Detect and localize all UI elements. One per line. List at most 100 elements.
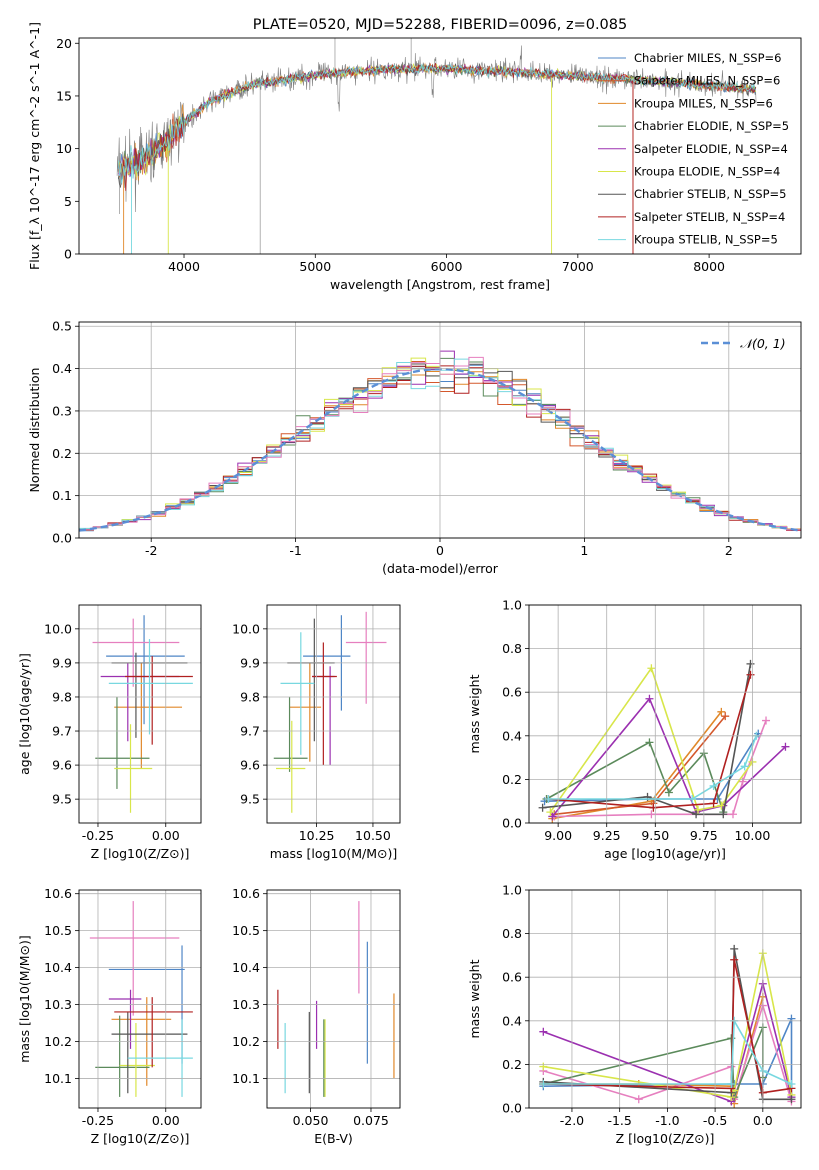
y-tick-label: 9.9: [240, 655, 260, 670]
weight-point: [709, 799, 718, 808]
axes-residuals: -2 -1 0 1 2 0.0 0.1 0.2 0.3 0.4 0.5 (data-model)/er…: [27, 319, 802, 576]
x-tick-label: 9.00: [544, 828, 572, 843]
y-tick-label: 0.6: [502, 685, 522, 700]
x-tick-label: -1.5: [607, 1113, 631, 1128]
y-tick-label: 15: [56, 88, 72, 103]
legend-entry: Kroupa ELODIE, N_SSP=4: [634, 165, 780, 179]
weight-point: [647, 664, 656, 673]
x-axis-label: Z [log10(Z/Z⊙)]: [616, 1131, 715, 1146]
legend-entry: 𝒩(0, 1): [740, 336, 786, 351]
axes-frame: [266, 604, 401, 824]
x-axis-label: mass [log10(M/M⊙)]: [270, 846, 398, 861]
x-tick-label: 9.75: [690, 828, 718, 843]
axes-spectrum: 4000 5000 6000 7000 8000 0 5 10 15 20 wavelength […: [27, 17, 802, 292]
axes-frame: [78, 604, 202, 824]
weight-point: [539, 1027, 548, 1036]
weight-point: [717, 707, 726, 716]
x-axis-label: (data-model)/error: [382, 561, 499, 576]
y-tick-label: 10.4: [232, 960, 260, 975]
y-tick-label: 10.0: [232, 621, 260, 636]
weight-point: [740, 762, 749, 771]
y-tick-label: 10.4: [44, 960, 72, 975]
weight-point: [645, 694, 654, 703]
weight-point: [647, 810, 656, 819]
weight-point: [787, 1014, 796, 1023]
weight-point: [539, 1080, 548, 1089]
y-tick-label: 9.6: [52, 758, 72, 773]
y-tick-label: 9.8: [52, 689, 72, 704]
axes-frame: [528, 604, 802, 824]
weight-point: [730, 944, 739, 953]
x-tick-label: 0.075: [353, 1113, 389, 1128]
y-tick-label: 0.8: [502, 926, 522, 941]
plot-area-spectrum: [116, 38, 757, 254]
axes-age-vs-Z: -0.25 0.00 9.5 9.6 9.7 9.8 9.9 10.0 Z [log10(Z/Z…: [17, 604, 202, 861]
x-tick-label: 2: [725, 543, 733, 558]
weight-point: [538, 803, 547, 812]
y-tick-label: 9.5: [240, 792, 260, 807]
y-axis-label: Flux [f_λ 10^-17 erg cm^-2 s^-1 A^-1]: [27, 22, 42, 270]
weight-series-line: [544, 733, 759, 802]
y-axis-label: mass weight: [467, 674, 482, 753]
chart-title: PLATE=0520, MJD=52288, FIBERID=0096, z=0…: [253, 17, 627, 33]
legend-entry: Salpeter ELODIE, N_SSP=4: [634, 142, 788, 156]
x-tick-label: 5000: [299, 259, 331, 274]
legend-entry: Chabrier ELODIE, N_SSP=5: [634, 119, 789, 133]
x-axis-label: age [log10(age/yr)]: [604, 846, 726, 861]
weight-point: [787, 1095, 796, 1104]
weight-point: [721, 712, 730, 721]
weight-point: [692, 810, 701, 819]
weight-point: [649, 803, 658, 812]
x-tick-label: 1: [580, 543, 588, 558]
model-spectrum-line: [118, 63, 757, 178]
weight-point: [746, 670, 755, 679]
y-tick-label: 0.0: [502, 816, 522, 831]
axes-frame: [78, 889, 202, 1109]
y-tick-label: 9.7: [52, 724, 72, 739]
legend-entry: Kroupa MILES, N_SSP=6: [634, 96, 773, 110]
x-tick-label: 0: [436, 543, 444, 558]
plot-area-age-vs-mass: [273, 611, 387, 813]
axes-age-vs-mass: 10.25 10.50 9.5 9.6 9.7 9.8 9.9 10.0 mass [log10…: [232, 604, 401, 861]
plot-area-weight-vs-age: [538, 659, 790, 823]
y-tick-label: 0.8: [502, 641, 522, 656]
axes-frame: [78, 37, 802, 255]
y-tick-label: 10: [56, 141, 72, 156]
x-tick-label: -0.25: [82, 828, 114, 843]
axes-mass-vs-Z: -0.25 0.00 10.1 10.2 10.3 10.4 10.5 10.6 Z [log1…: [17, 886, 202, 1146]
axes-mass-vs-EBV: 0.050 0.075 10.1 10.2 10.3 10.4 10.5 10.6 E(B-V): [232, 886, 401, 1146]
weight-point: [746, 659, 755, 668]
y-tick-label: 9.9: [52, 655, 72, 670]
weight-series-line: [548, 735, 758, 800]
axes-frame: [266, 889, 401, 1109]
weight-point: [729, 810, 737, 819]
y-tick-label: 10.2: [44, 1034, 72, 1049]
y-tick-label: 1.0: [502, 598, 522, 613]
x-tick-label: 10.50: [355, 828, 391, 843]
x-axis-label: wavelength [Angstrom, rest frame]: [330, 277, 550, 292]
model-spectrum-line: [118, 63, 757, 184]
x-tick-label: 0.00: [152, 1113, 180, 1128]
y-tick-label: 20: [56, 36, 72, 51]
y-tick-label: 9.6: [240, 758, 260, 773]
legend-entry: Chabrier STELIB, N_SSP=5: [634, 187, 786, 201]
y-tick-label: 0.4: [502, 1013, 522, 1028]
x-tick-label: -0.25: [82, 1113, 114, 1128]
y-tick-label: 10.1: [232, 1071, 260, 1086]
y-tick-label: 0.3: [52, 403, 72, 418]
y-tick-label: 10.0: [44, 621, 72, 636]
y-tick-label: 0.4: [52, 361, 72, 376]
y-tick-label: 10.2: [232, 1034, 260, 1049]
weight-series-line: [542, 663, 752, 816]
legend-entry: Salpeter STELIB, N_SSP=4: [634, 210, 785, 224]
axes-weight-vs-Z: -2.0 -1.5 -1.0 -0.5 0.0 0.0 0.2 0.4 0.6 0.8 1.0 Z […: [467, 883, 802, 1146]
plot-area-mass-vs-EBV: [277, 901, 395, 1097]
y-tick-label: 10.6: [44, 886, 72, 901]
x-tick-label: 9.50: [641, 828, 669, 843]
weight-point: [688, 795, 697, 804]
x-axis-label: E(B-V): [314, 1131, 353, 1146]
weight-point: [738, 777, 747, 786]
weight-point: [546, 808, 555, 817]
x-tick-label: 7000: [562, 259, 594, 274]
